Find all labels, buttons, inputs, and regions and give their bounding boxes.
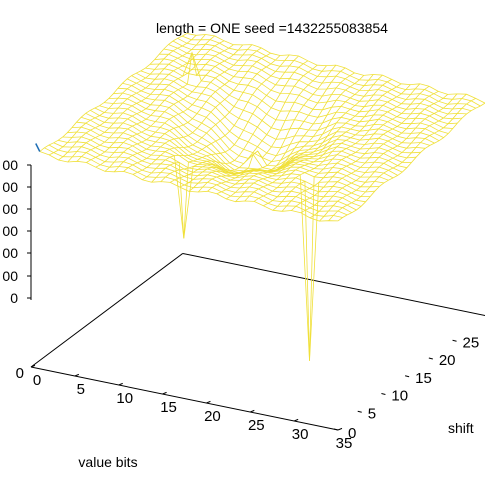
mesh-line: [104, 44, 253, 172]
mesh-line: [39, 33, 187, 152]
x-tick-mark: [206, 400, 211, 404]
z-tick-label: 0: [10, 290, 18, 306]
z-tick-label: 00: [2, 223, 18, 239]
x-tick-label: 30: [292, 426, 309, 443]
x-tick-label: 25: [248, 417, 265, 434]
back-axis-line: [182, 252, 485, 316]
z-tick-label: 00: [2, 268, 18, 284]
mesh-line: [337, 102, 485, 222]
mesh-line: [113, 47, 262, 173]
mesh-line: [170, 64, 318, 183]
z-tick-label: 00: [2, 179, 18, 195]
x-tick-label: 35: [336, 435, 353, 452]
mesh-line: [85, 112, 384, 184]
mesh-line: [300, 94, 448, 214]
y-tick-mark: [333, 428, 339, 431]
x-tick-label: 15: [160, 399, 177, 416]
mesh-line: [309, 93, 458, 219]
y-tick-label: 20: [439, 352, 456, 369]
mesh-line: [154, 58, 453, 129]
x-tick-mark: [30, 364, 36, 368]
mesh-line: [291, 91, 439, 211]
y-tick-mark: [381, 393, 386, 396]
mesh-line: [207, 72, 355, 192]
z-tick-label: 00: [2, 245, 18, 261]
mesh-line: [188, 64, 337, 192]
x-tick-mark: [74, 373, 80, 377]
edge-highlight: [35, 143, 41, 152]
mesh-line: [80, 116, 380, 188]
mesh-line: [90, 109, 389, 181]
x-tick-mark: [293, 418, 299, 422]
mesh-line: [76, 121, 375, 361]
y-tick-label: 10: [391, 388, 408, 405]
mesh-line: [151, 55, 299, 239]
origin-label: 0: [16, 365, 24, 382]
mesh-line: [244, 79, 392, 202]
mesh-line: [328, 98, 476, 221]
mesh-line: [86, 44, 234, 163]
x-tick-mark: [337, 427, 343, 431]
x-axis-label: value bits: [78, 454, 137, 470]
mesh-line: [263, 84, 411, 207]
y-tick-mark: [405, 375, 410, 378]
mesh-line: [216, 75, 365, 195]
x-tick-mark: [118, 382, 123, 386]
y-tick-label: 15: [415, 370, 432, 387]
mesh-line: [53, 142, 352, 214]
mesh-line: [48, 144, 348, 216]
mesh-line: [142, 54, 290, 181]
y-tick-mark: [452, 339, 457, 342]
y-tick-mark: [357, 410, 362, 413]
mesh-line: [123, 52, 271, 172]
mesh-line: [76, 40, 225, 162]
mesh-line: [160, 60, 309, 182]
z-tick-label: 00: [2, 201, 18, 217]
y-axis-line: [30, 253, 184, 368]
surface-mesh: [35, 33, 485, 361]
mesh-line: [272, 83, 421, 361]
mesh-line: [67, 35, 215, 163]
x-tick-label: 5: [77, 381, 85, 398]
y-tick-label: 25: [463, 334, 480, 351]
x-tick-mark: [162, 391, 167, 395]
y-axis-label: shift: [448, 420, 474, 436]
mesh-line: [132, 55, 281, 175]
z-tick-label: 00: [2, 157, 18, 173]
axes: [27, 164, 485, 431]
x-axis-line: [30, 366, 339, 431]
y-tick-mark: [428, 357, 433, 360]
mesh-line: [58, 34, 206, 161]
y-tick-label: 5: [368, 405, 376, 422]
x-tick-mark: [250, 409, 255, 413]
mesh-line: [319, 93, 467, 222]
mesh-line: [95, 44, 244, 168]
mesh-line: [197, 67, 346, 193]
chart-title: length = ONE seed =1432255083854: [156, 20, 388, 36]
mesh-line: [253, 83, 402, 202]
y-tick-label: 0: [348, 425, 356, 442]
mesh-line: [235, 74, 383, 202]
mesh-line: [281, 85, 430, 212]
mesh-line: [48, 35, 197, 156]
mesh-line: [179, 65, 327, 188]
mesh-line: [225, 74, 374, 200]
x-tick-label: 0: [33, 372, 41, 389]
x-tick-label: 20: [204, 408, 221, 425]
x-tick-label: 10: [116, 390, 133, 407]
